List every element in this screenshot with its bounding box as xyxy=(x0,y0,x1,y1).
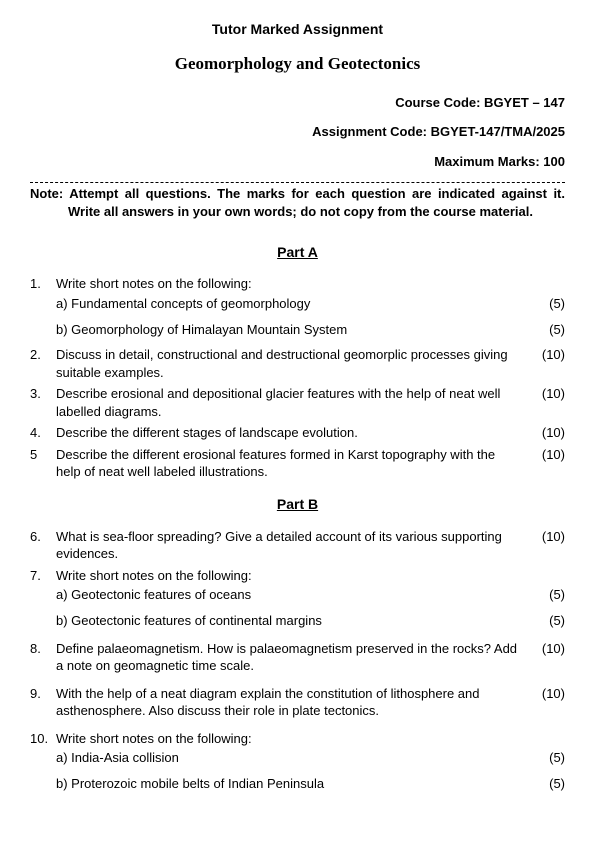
question-7a: a) Geotectonic features of oceans (5) xyxy=(30,586,565,604)
q-marks: (10) xyxy=(529,424,565,442)
part-a-title: Part A xyxy=(30,243,565,262)
question-1: 1. Write short notes on the following: xyxy=(30,275,565,293)
question-7b: b) Geotectonic features of continental m… xyxy=(30,612,565,630)
note-instructions: Note: Attempt all questions. The marks f… xyxy=(30,185,565,220)
q-subtext: b) Geotectonic features of continental m… xyxy=(56,612,529,630)
q-marks: (10) xyxy=(529,528,565,546)
q-text: Describe the different stages of landsca… xyxy=(56,424,529,442)
question-6: 6. What is sea-floor spreading? Give a d… xyxy=(30,528,565,563)
q-marks: (10) xyxy=(529,346,565,364)
question-5: 5 Describe the different erosional featu… xyxy=(30,446,565,481)
question-2: 2. Discuss in detail, constructional and… xyxy=(30,346,565,381)
q-number: 3. xyxy=(30,385,56,403)
assignment-code: Assignment Code: BGYET-147/TMA/2025 xyxy=(30,123,565,141)
assignment-header: Tutor Marked Assignment xyxy=(30,20,565,39)
q-subtext: a) India-Asia collision xyxy=(56,749,529,767)
q-number: 4. xyxy=(30,424,56,442)
q-marks: (10) xyxy=(529,685,565,703)
max-marks: Maximum Marks: 100 xyxy=(30,153,565,171)
q-number: 1. xyxy=(30,275,56,293)
question-10a: a) India-Asia collision (5) xyxy=(30,749,565,767)
q-marks: (5) xyxy=(529,775,565,793)
q-marks: (5) xyxy=(529,321,565,339)
q-text: Write short notes on the following: xyxy=(56,275,529,293)
q-text: Write short notes on the following: xyxy=(56,730,529,748)
question-1a: a) Fundamental concepts of geomorphology… xyxy=(30,295,565,313)
q-marks: (5) xyxy=(529,586,565,604)
q-number: 6. xyxy=(30,528,56,546)
q-number: 8. xyxy=(30,640,56,658)
q-text: Discuss in detail, constructional and de… xyxy=(56,346,529,381)
q-text: Describe erosional and depositional glac… xyxy=(56,385,529,420)
question-8: 8. Define palaeomagnetism. How is palaeo… xyxy=(30,640,565,675)
question-10b: b) Proterozoic mobile belts of Indian Pe… xyxy=(30,775,565,793)
q-marks: (10) xyxy=(529,385,565,403)
divider xyxy=(30,182,565,183)
q-text: What is sea-floor spreading? Give a deta… xyxy=(56,528,529,563)
question-4: 4. Describe the different stages of land… xyxy=(30,424,565,442)
subject-title: Geomorphology and Geotectonics xyxy=(30,53,565,76)
question-7: 7. Write short notes on the following: xyxy=(30,567,565,585)
q-number: 10. xyxy=(30,730,56,748)
q-text: With the help of a neat diagram explain … xyxy=(56,685,529,720)
q-marks: (5) xyxy=(529,749,565,767)
q-marks: (10) xyxy=(529,640,565,658)
question-1b: b) Geomorphology of Himalayan Mountain S… xyxy=(30,321,565,339)
q-text: Define palaeomagnetism. How is palaeomag… xyxy=(56,640,529,675)
question-9: 9. With the help of a neat diagram expla… xyxy=(30,685,565,720)
q-marks: (5) xyxy=(529,295,565,313)
q-number: 2. xyxy=(30,346,56,364)
q-text: Write short notes on the following: xyxy=(56,567,529,585)
question-10: 10. Write short notes on the following: xyxy=(30,730,565,748)
course-code: Course Code: BGYET – 147 xyxy=(30,94,565,112)
q-subtext: b) Geomorphology of Himalayan Mountain S… xyxy=(56,321,529,339)
q-number: 7. xyxy=(30,567,56,585)
q-subtext: b) Proterozoic mobile belts of Indian Pe… xyxy=(56,775,529,793)
question-3: 3. Describe erosional and depositional g… xyxy=(30,385,565,420)
q-number: 5 xyxy=(30,446,56,464)
q-subtext: a) Geotectonic features of oceans xyxy=(56,586,529,604)
q-marks: (10) xyxy=(529,446,565,464)
part-b-title: Part B xyxy=(30,495,565,514)
q-text: Describe the different erosional feature… xyxy=(56,446,529,481)
q-subtext: a) Fundamental concepts of geomorphology xyxy=(56,295,529,313)
q-marks: (5) xyxy=(529,612,565,630)
q-number: 9. xyxy=(30,685,56,703)
